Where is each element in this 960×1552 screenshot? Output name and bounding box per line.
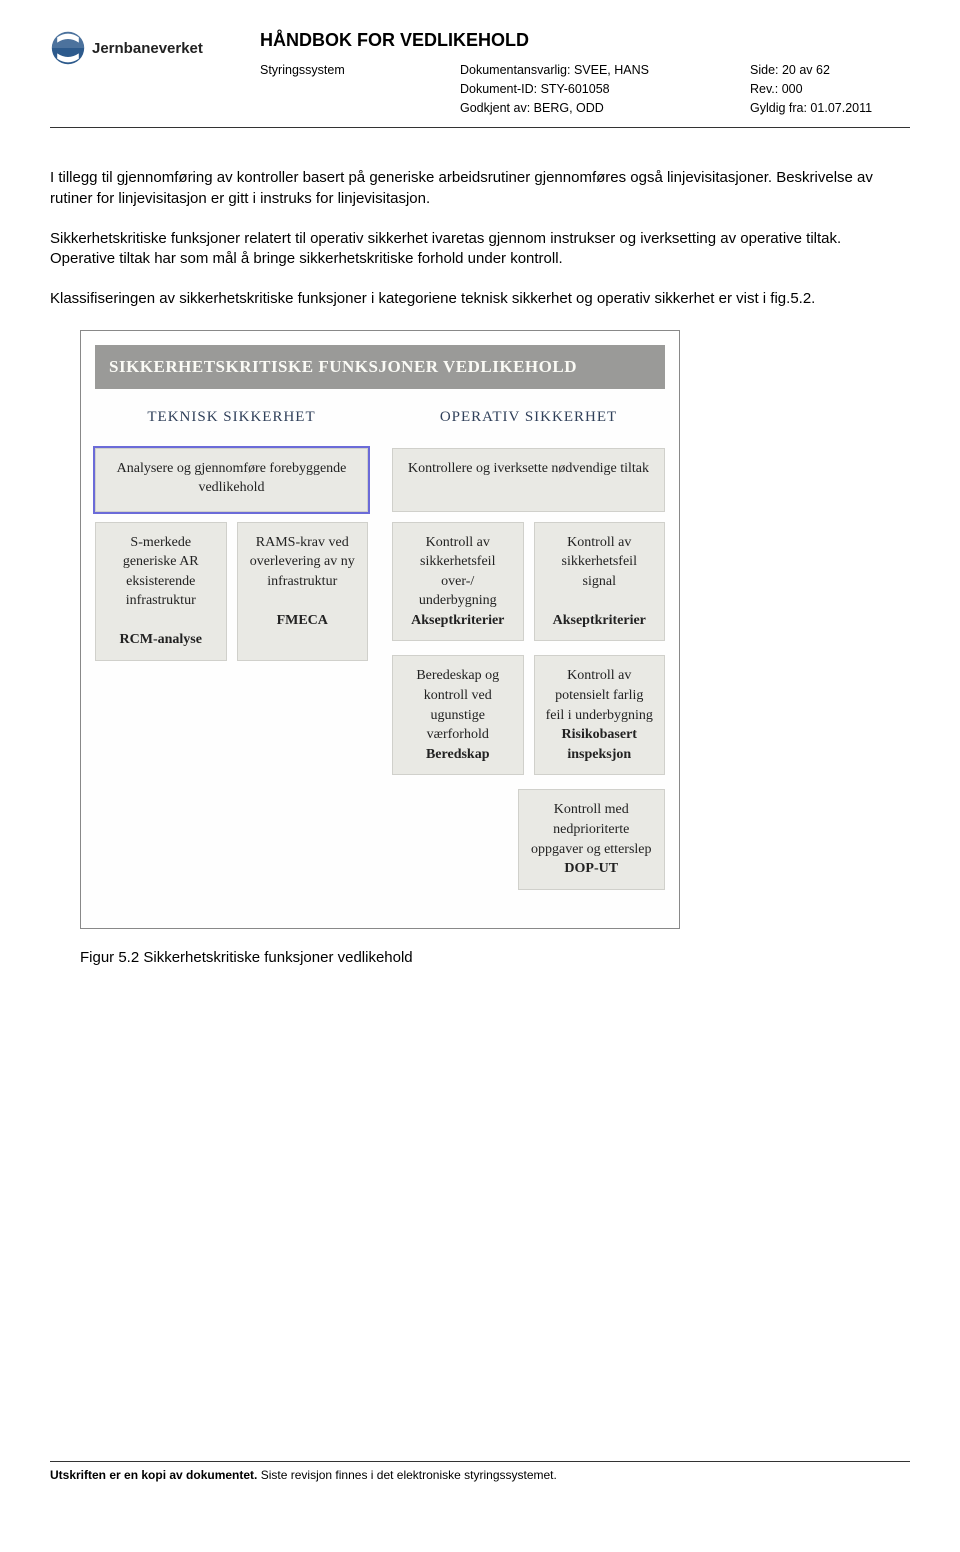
r1c2: Kontroll av sikkerhetsfeil signal Aksept… <box>534 522 666 642</box>
left-cell-2: RAMS-krav ved overlevering av ny infrast… <box>237 522 369 662</box>
figure-banner: SIKKERHETSKRITISKE FUNKSJONER VEDLIKEHOL… <box>95 345 665 389</box>
col-head-left: TEKNISK SIKKERHET <box>95 409 368 426</box>
meta-system: Styringssystem <box>260 61 460 80</box>
document-title: HÅNDBOK FOR VEDLIKEHOLD <box>260 30 910 51</box>
r2c2-bottom: Risikobasert inspeksjon <box>562 727 637 762</box>
r1c1: Kontroll av sikkerhetsfeil over-/ underb… <box>392 522 524 642</box>
paragraph-2: Sikkerhetskritiske funksjoner relatert t… <box>50 229 910 270</box>
jernbaneverket-logo-icon <box>50 30 86 66</box>
r2c1-bottom: Beredskap <box>426 747 490 762</box>
figure-5-2: SIKKERHETSKRITISKE FUNKSJONER VEDLIKEHOL… <box>80 330 680 929</box>
r2c2-top: Kontroll av potensielt farlig feil i und… <box>546 668 653 722</box>
left-top-box: Analysere og gjennomføre forebyggende ve… <box>95 448 368 512</box>
logo-block: Jernbaneverket <box>50 30 250 66</box>
r1c1-bottom: Akseptkriterier <box>411 613 504 628</box>
r3-top: Kontroll med nedprioriterte oppgaver og … <box>531 802 652 856</box>
page-footer: Utskriften er en kopi av dokumentet. Sis… <box>50 1461 910 1482</box>
meta-rev: Rev.: 000 <box>750 80 910 99</box>
column-operativ: OPERATIV SIKKERHET Kontrollere og iverks… <box>392 409 665 914</box>
r2c1: Beredeskap og kontroll ved ugunstige vær… <box>392 655 524 775</box>
r1c2-top: Kontroll av sikkerhetsfeil signal <box>562 535 637 589</box>
left-cell-1-top: S-merkede generiske AR eksisterende infr… <box>123 535 199 609</box>
meta-approved: Godkjent av: BERG, ODD <box>460 99 750 118</box>
meta-doc-id: Dokument-ID: STY-601058 <box>460 80 750 99</box>
document-header: Jernbaneverket HÅNDBOK FOR VEDLIKEHOLD S… <box>50 30 910 128</box>
left-cell-2-top: RAMS-krav ved overlevering av ny infrast… <box>250 535 355 589</box>
meta-valid: Gyldig fra: 01.07.2011 <box>750 99 910 118</box>
r1c2-bottom: Akseptkriterier <box>553 613 646 628</box>
col-head-right: OPERATIV SIKKERHET <box>392 409 665 426</box>
meta-page: Side: 20 av 62 <box>750 61 910 80</box>
right-top-box: Kontrollere og iverksette nødvendige til… <box>392 448 665 512</box>
r2c1-top: Beredeskap og kontroll ved ugunstige vær… <box>416 668 499 742</box>
meta-responsible: Dokumentansvarlig: SVEE, HANS <box>460 61 750 80</box>
footer-bold: Utskriften er en kopi av dokumentet. <box>50 1468 257 1482</box>
figure-caption: Figur 5.2 Sikkerhetskritiske funksjoner … <box>80 949 910 966</box>
paragraph-3: Klassifiseringen av sikkerhetskritiske f… <box>50 289 910 309</box>
left-cell-2-bottom: FMECA <box>277 613 328 628</box>
left-cell-1: S-merkede generiske AR eksisterende infr… <box>95 522 227 662</box>
r3: Kontroll med nedprioriterte oppgaver og … <box>518 789 666 889</box>
r1c1-top: Kontroll av sikkerhetsfeil over-/ underb… <box>419 535 497 609</box>
paragraph-1: I tillegg til gjennomføring av kontrolle… <box>50 168 910 209</box>
footer-rest: Siste revisjon finnes i det elektroniske… <box>257 1468 556 1482</box>
org-name: Jernbaneverket <box>92 40 203 57</box>
left-cell-1-bottom: RCM-analyse <box>120 632 202 647</box>
column-teknisk: TEKNISK SIKKERHET Analysere og gjennomfø… <box>95 409 368 914</box>
r2c2: Kontroll av potensielt farlig feil i und… <box>534 655 666 775</box>
r3-bottom: DOP-UT <box>564 861 618 876</box>
